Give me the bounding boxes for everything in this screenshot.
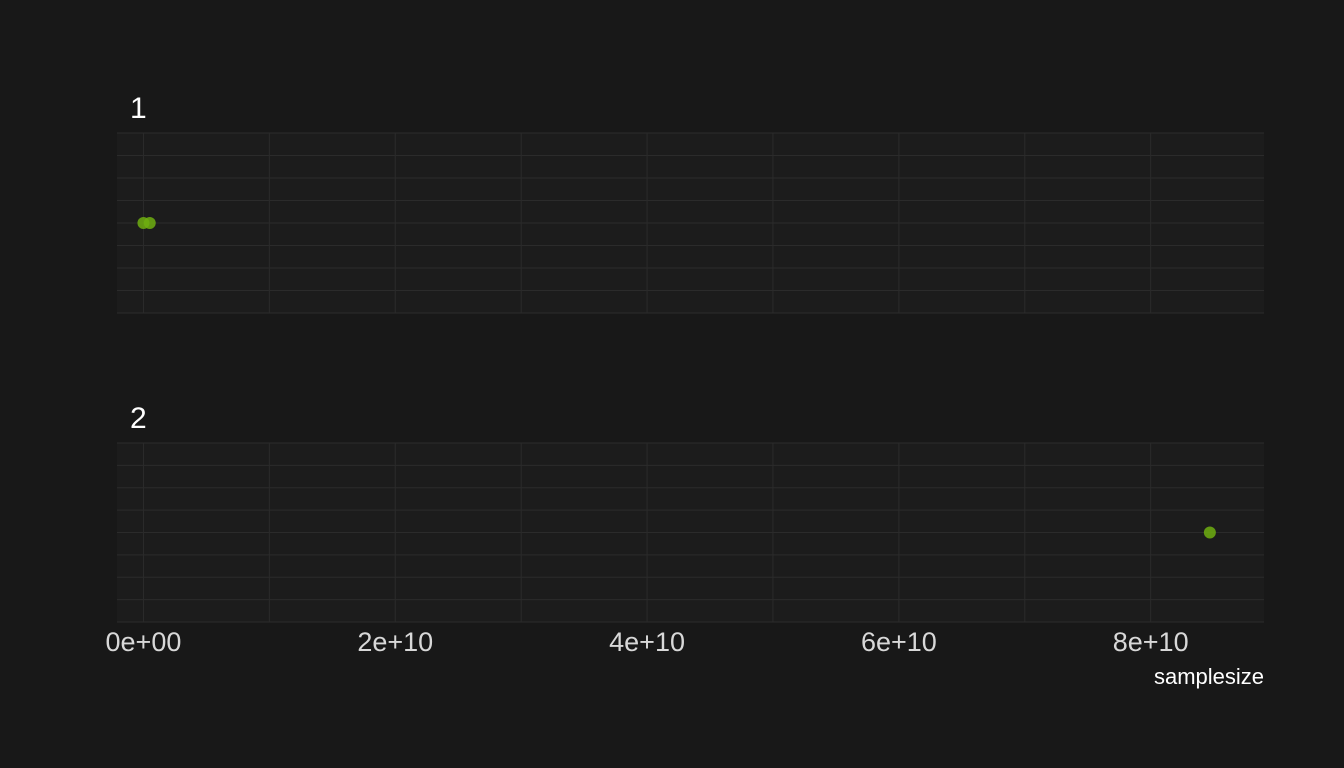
x-axis-title: samplesize xyxy=(1154,664,1264,689)
data-point xyxy=(143,217,156,229)
facet-label: 1 xyxy=(130,92,147,125)
x-tick-label: 0e+00 xyxy=(106,627,182,657)
x-tick-label: 4e+10 xyxy=(609,627,685,657)
facet-label: 2 xyxy=(130,402,147,435)
x-tick-label: 6e+10 xyxy=(861,627,937,657)
data-point xyxy=(1203,526,1216,539)
x-tick-label: 2e+10 xyxy=(357,627,433,657)
x-tick-label: 8e+10 xyxy=(1113,627,1189,657)
